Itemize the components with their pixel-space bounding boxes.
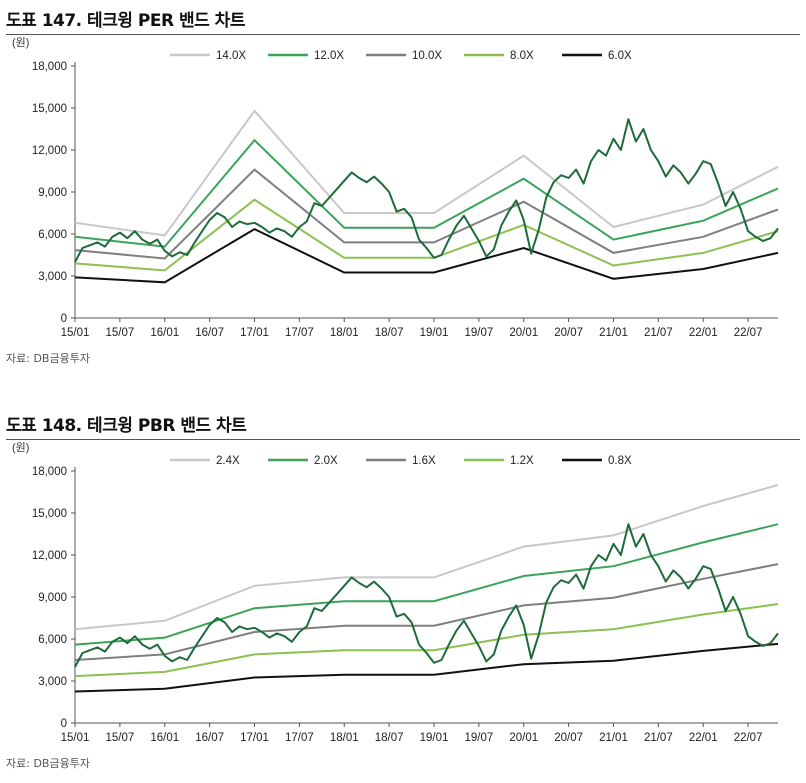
x-tick-label: 15/01	[61, 732, 90, 744]
x-tick-label: 22/07	[734, 732, 763, 744]
y-tick-label: 9,000	[38, 187, 67, 199]
x-tick-label: 20/01	[509, 327, 538, 339]
band-line	[74, 109, 779, 237]
legend-label: 8.0X	[510, 50, 534, 62]
x-tick-label: 18/01	[330, 327, 359, 339]
band-line	[74, 168, 779, 260]
y-tick-label: 18,000	[32, 466, 67, 478]
x-tick-label: 17/07	[285, 327, 314, 339]
x-tick-label: 19/07	[464, 327, 493, 339]
x-tick-label: 18/07	[375, 327, 404, 339]
legend-label: 1.6X	[412, 455, 436, 467]
band-line	[74, 198, 779, 272]
band-line	[74, 138, 779, 248]
legend-label: 6.0X	[608, 50, 632, 62]
unit-label: (원)	[12, 441, 29, 454]
x-tick-label: 17/01	[240, 327, 269, 339]
pbr-band-chart: (원) 0 3,000 6,000 9,000 12,000 15,000 18,000 15/…	[12, 441, 779, 744]
x-tick-label: 16/01	[150, 732, 179, 744]
y-tick-label: 6,000	[38, 634, 67, 646]
y-tick-label: 15,000	[32, 508, 67, 520]
x-tick-label: 19/01	[420, 732, 449, 744]
x-tick-label: 16/01	[150, 327, 179, 339]
source-note: 자료: DB금융투자	[6, 757, 90, 770]
y-tick-label: 12,000	[32, 145, 67, 157]
y-tick-label: 3,000	[38, 676, 67, 688]
band-line	[74, 642, 779, 693]
title-divider	[6, 34, 800, 35]
price-line	[74, 118, 779, 263]
y-tick-label: 18,000	[32, 61, 67, 73]
x-tick-label: 16/07	[195, 327, 224, 339]
legend-label: 1.2X	[510, 455, 534, 467]
legend-label: 0.8X	[608, 455, 632, 467]
source-note: 자료: DB금융투자	[6, 352, 90, 365]
x-tick-label: 15/07	[105, 732, 134, 744]
per-band-chart: (원) 0 3,000 6,000 9,000 12,000 15,000 18,000 15/…	[12, 36, 779, 339]
x-tick-label: 22/01	[689, 327, 718, 339]
x-tick-label: 18/07	[375, 732, 404, 744]
x-tick-label: 21/01	[599, 732, 628, 744]
unit-label: (원)	[12, 36, 29, 49]
x-tick-label: 17/01	[240, 732, 269, 744]
y-tick-label: 12,000	[32, 550, 67, 562]
chart-title: 도표 148. 테크윙 PBR 밴드 차트	[6, 416, 247, 436]
title-divider	[6, 439, 800, 440]
y-tick-label: 6,000	[38, 229, 67, 241]
x-tick-label: 18/01	[330, 732, 359, 744]
band-line	[74, 523, 779, 646]
x-tick-label: 22/07	[734, 327, 763, 339]
x-tick-label: 22/01	[689, 732, 718, 744]
x-tick-label: 15/01	[61, 327, 90, 339]
y-tick-label: 3,000	[38, 271, 67, 283]
legend-label: 10.0X	[412, 50, 442, 62]
y-tick-label: 15,000	[32, 103, 67, 115]
chart-title: 도표 147. 테크윙 PER 밴드 차트	[6, 11, 245, 31]
x-tick-label: 20/01	[509, 732, 538, 744]
x-tick-label: 21/07	[644, 327, 673, 339]
x-tick-label: 21/01	[599, 327, 628, 339]
x-tick-label: 20/07	[554, 732, 583, 744]
x-tick-label: 19/01	[420, 327, 449, 339]
legend-label: 2.4X	[216, 455, 240, 467]
x-tick-label: 15/07	[105, 327, 134, 339]
y-tick-label: 0	[61, 718, 67, 730]
pbr-band-panel: 도표 148. 테크윙 PBR 밴드 차트 (원) 0 3,000 6,000 9,00…	[0, 405, 806, 783]
x-tick-label: 19/07	[464, 732, 493, 744]
legend-label: 14.0X	[216, 50, 246, 62]
band-line	[74, 484, 779, 631]
legend-label: 2.0X	[314, 455, 338, 467]
legend-label: 12.0X	[314, 50, 344, 62]
band-line	[74, 227, 779, 284]
price-line	[74, 523, 779, 668]
y-tick-label: 9,000	[38, 592, 67, 604]
x-tick-label: 17/07	[285, 732, 314, 744]
x-tick-label: 16/07	[195, 732, 224, 744]
band-line	[74, 603, 779, 678]
x-tick-label: 20/07	[554, 327, 583, 339]
y-tick-label: 0	[61, 313, 67, 325]
per-band-panel: 도표 147. 테크윙 PER 밴드 차트 (원) 0 3,000 6,000 9,00…	[0, 0, 806, 380]
x-tick-label: 21/07	[644, 732, 673, 744]
band-line	[74, 563, 779, 661]
